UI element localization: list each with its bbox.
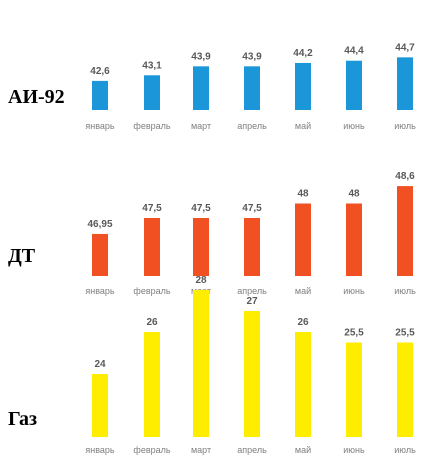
data-label: 28 bbox=[195, 275, 207, 286]
x-tick-label: январь bbox=[85, 286, 115, 296]
data-label: 47,5 bbox=[142, 203, 162, 214]
data-label: 48 bbox=[348, 189, 360, 200]
bar-январь bbox=[92, 233, 108, 276]
bar-июль bbox=[397, 186, 413, 276]
chart-title: Газ bbox=[8, 408, 37, 430]
chart-3: Газ24январь26февраль28март27апрель26май2… bbox=[8, 275, 416, 455]
x-tick-label: февраль bbox=[133, 286, 170, 296]
x-tick-label: июнь bbox=[343, 445, 365, 455]
x-tick-label: май bbox=[295, 286, 311, 296]
bar-апрель bbox=[244, 66, 260, 110]
bar-июнь bbox=[346, 203, 362, 276]
data-label: 26 bbox=[146, 317, 158, 328]
x-tick-label: апрель bbox=[237, 121, 267, 131]
x-tick-label: апрель bbox=[237, 286, 267, 296]
bar-апрель bbox=[244, 218, 260, 276]
chart-1: АИ-92 42,6 январь 43,1 февраль 43,9 март 43,9 ап… bbox=[8, 42, 416, 131]
bar-май bbox=[295, 62, 311, 110]
data-label: 43,9 bbox=[191, 51, 211, 62]
bar-февраль bbox=[144, 332, 160, 437]
data-label: 48 bbox=[297, 189, 309, 200]
bar-февраль bbox=[144, 218, 160, 276]
x-tick-label: июль bbox=[394, 445, 416, 455]
data-label: 25,5 bbox=[395, 328, 415, 339]
chart-title: ДТ bbox=[8, 245, 36, 267]
data-label: 44,2 bbox=[293, 48, 313, 59]
data-label: 42,6 bbox=[90, 66, 110, 77]
bar-июнь bbox=[346, 342, 362, 437]
x-tick-label: июнь bbox=[343, 121, 365, 131]
x-tick-label: март bbox=[191, 445, 211, 455]
x-tick-label: май bbox=[295, 121, 311, 131]
x-tick-label: февраль bbox=[133, 445, 170, 455]
bar-март bbox=[193, 66, 209, 110]
data-label: 47,5 bbox=[242, 203, 262, 214]
x-tick-label: май bbox=[295, 445, 311, 455]
bar-январь bbox=[92, 80, 108, 110]
x-tick-label: март bbox=[191, 121, 211, 131]
bar-июнь bbox=[346, 60, 362, 110]
bar-январь bbox=[92, 374, 108, 437]
bar-июль bbox=[397, 342, 413, 437]
data-label: 26 bbox=[297, 317, 309, 328]
data-label: 48,6 bbox=[395, 171, 415, 182]
bar-июль bbox=[397, 57, 413, 110]
data-label: 27 bbox=[246, 296, 258, 307]
x-tick-label: июнь bbox=[343, 286, 365, 296]
data-label: 46,95 bbox=[87, 219, 112, 230]
x-tick-label: июль bbox=[394, 286, 416, 296]
data-label: 44,4 bbox=[344, 46, 364, 57]
bar-май bbox=[295, 332, 311, 437]
bar-март bbox=[193, 290, 209, 437]
bar-апрель bbox=[244, 311, 260, 437]
bar-март bbox=[193, 218, 209, 276]
data-label: 43,9 bbox=[242, 51, 262, 62]
x-tick-label: январь bbox=[85, 121, 115, 131]
bar-май bbox=[295, 203, 311, 276]
chart-2: ДТ46,95январь47,5февраль47,5март47,5апре… bbox=[8, 171, 416, 296]
x-tick-label: апрель bbox=[237, 445, 267, 455]
data-label: 44,7 bbox=[395, 42, 415, 53]
data-label: 24 bbox=[94, 359, 106, 370]
data-label: 43,1 bbox=[142, 60, 162, 71]
bar-февраль bbox=[144, 75, 160, 110]
data-label: 25,5 bbox=[344, 328, 364, 339]
x-tick-label: январь bbox=[85, 445, 115, 455]
data-label: 47,5 bbox=[191, 203, 211, 214]
x-tick-label: февраль bbox=[133, 121, 170, 131]
x-tick-label: июль bbox=[394, 121, 416, 131]
chart-title: АИ-92 bbox=[8, 86, 65, 108]
